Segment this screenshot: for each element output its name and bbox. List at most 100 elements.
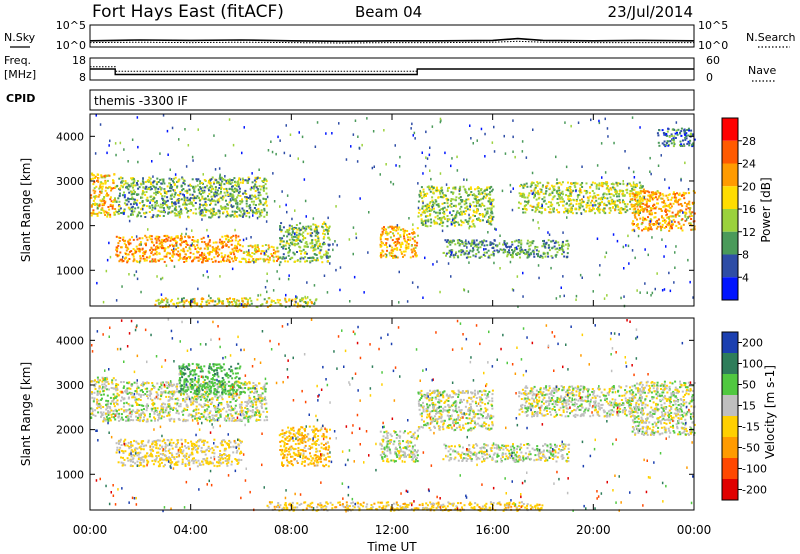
cell-7	[562, 251, 565, 254]
cell-8	[616, 204, 619, 207]
cell-0	[108, 185, 111, 188]
cell-5	[396, 240, 399, 243]
noise-cell	[232, 143, 235, 147]
cell-4	[305, 241, 308, 243]
cell-2	[209, 179, 212, 182]
cell-2	[190, 203, 193, 206]
cell-2	[201, 214, 204, 217]
cell-8	[601, 185, 604, 188]
cell-1	[166, 444, 169, 447]
cell-5	[404, 250, 407, 253]
cell-0	[112, 182, 115, 185]
cell-0	[109, 407, 112, 410]
cell-1	[154, 259, 157, 262]
cell-2	[180, 184, 183, 187]
cell-1	[164, 247, 167, 250]
cell-5	[400, 252, 403, 255]
cell-1	[220, 260, 223, 263]
cell-1	[150, 241, 153, 243]
cell-10	[688, 144, 691, 147]
cell-2	[253, 200, 255, 203]
noise-cell	[259, 293, 262, 297]
cell-8	[560, 192, 563, 195]
cell-10	[692, 143, 695, 146]
cell-7	[455, 251, 458, 254]
noise-axis-top-right: 10^5	[698, 19, 728, 32]
cell-1	[182, 248, 185, 251]
cell-10	[661, 142, 664, 145]
cell-4	[279, 228, 281, 231]
cell-7	[459, 239, 462, 242]
cell-9	[631, 212, 634, 214]
noise-cell	[413, 131, 416, 135]
cell-9	[676, 200, 679, 203]
cell-4	[318, 251, 321, 254]
cell-8	[534, 210, 537, 213]
cell-2	[141, 201, 144, 204]
noise-cell	[624, 150, 626, 153]
noise-cell	[207, 234, 209, 238]
cell-2	[219, 205, 222, 208]
noise-cell	[419, 189, 421, 193]
freq-unit-label: [MHz]	[4, 68, 36, 81]
noise-cell	[531, 171, 534, 175]
cell-7	[532, 240, 535, 243]
nave-tick-bottom: 0	[706, 71, 713, 84]
noise-cell	[398, 165, 401, 168]
noise-cell	[514, 155, 516, 159]
cell-2	[230, 179, 233, 182]
cell-10	[666, 130, 669, 133]
cell-1	[138, 464, 140, 467]
cell-6	[491, 200, 494, 203]
cell-2	[254, 195, 257, 198]
cell-8	[526, 185, 529, 188]
cell-10	[686, 142, 689, 145]
cell-6	[458, 212, 461, 215]
cell-1	[118, 254, 121, 257]
noise-cell	[606, 127, 609, 130]
cell-3	[254, 246, 257, 249]
cell-10	[663, 143, 666, 146]
cell-8	[589, 195, 592, 198]
cell-6	[477, 218, 480, 221]
cell-2	[156, 202, 158, 204]
cell-8	[558, 196, 561, 199]
noise-cell	[159, 152, 161, 155]
cell-5	[414, 251, 417, 254]
cell-7	[553, 245, 556, 248]
cell-2	[227, 207, 230, 210]
cell-2	[149, 188, 152, 191]
cell-1	[132, 252, 135, 255]
cell-6	[480, 188, 483, 191]
cell-1	[194, 448, 197, 451]
noise-cell	[323, 274, 326, 277]
cell-2	[153, 197, 156, 200]
cell-1	[222, 258, 225, 261]
noise-cell	[166, 129, 169, 133]
cell-0	[99, 186, 102, 189]
cell-8	[578, 194, 581, 197]
cell-8	[523, 207, 526, 210]
cell-1	[203, 241, 206, 244]
noise-cell	[201, 218, 203, 221]
cell-1	[143, 259, 146, 262]
cell-8	[552, 185, 554, 188]
cell-8	[630, 205, 633, 208]
cell-2	[196, 195, 199, 198]
noise-cell	[599, 264, 601, 267]
cell-8	[586, 202, 589, 204]
cell-4	[292, 243, 295, 246]
cell-6	[486, 207, 489, 210]
cell-2	[144, 193, 147, 196]
cell-7	[519, 249, 522, 252]
cell-6	[426, 225, 429, 228]
cell-6	[443, 206, 446, 209]
cell-4	[295, 231, 298, 234]
cell-4	[311, 245, 314, 247]
cell-1	[224, 254, 227, 257]
freq-series-1	[90, 66, 694, 72]
cell-0	[111, 187, 114, 190]
noise-cell	[396, 224, 399, 227]
cell-7	[513, 249, 516, 252]
cell-4	[313, 258, 316, 261]
